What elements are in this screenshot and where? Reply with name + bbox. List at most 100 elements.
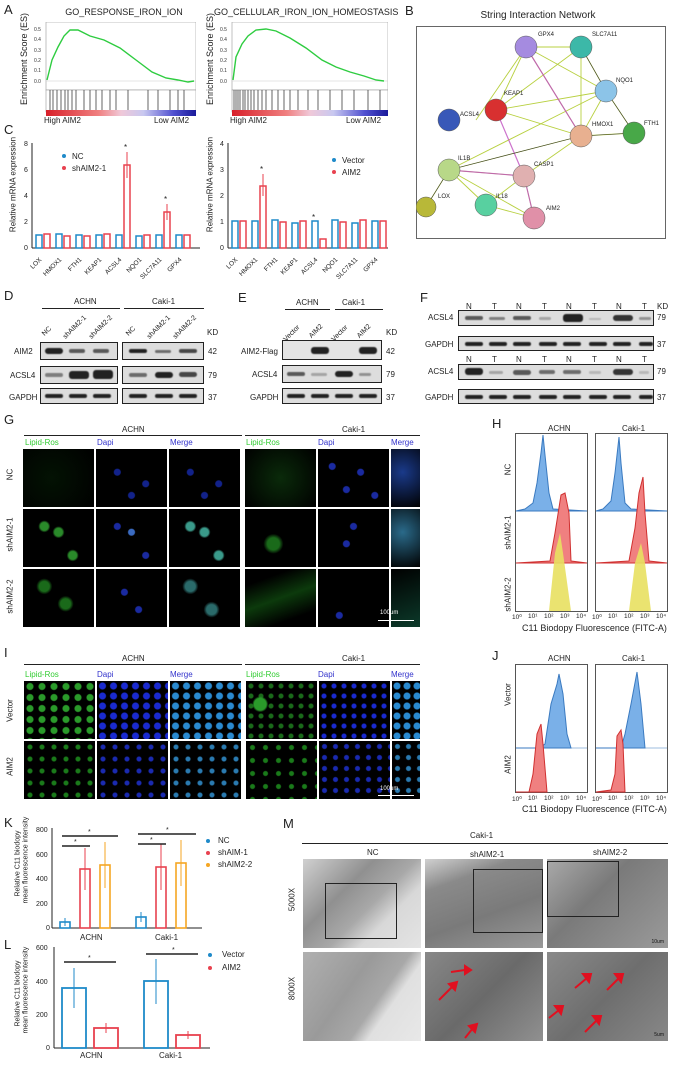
node-lox [416, 196, 437, 218]
e-group-caki1: Caki-1 [342, 298, 366, 307]
svg-text:KEAP1: KEAP1 [280, 256, 300, 276]
svg-text:0: 0 [24, 245, 28, 252]
d-group-caki1: Caki-1 [152, 297, 176, 306]
e-kd-37: 37 [386, 393, 395, 402]
svg-text:2: 2 [220, 193, 224, 200]
f-kd-79-1: 79 [657, 313, 666, 322]
svg-text:LOX: LOX [438, 194, 450, 200]
h-row-shaim2-1: shAIM2-1 [503, 515, 513, 550]
svg-text:400: 400 [36, 979, 48, 986]
g-group-achn: ACHN [122, 425, 145, 434]
string-network: GPX4 SLC7A11 NQO1 KEAP1 ACSL4 HMOX1 FTH1 IL1B CA… [416, 26, 666, 239]
e-kd-label: KD [386, 328, 398, 337]
e-blot-gapdh [282, 388, 382, 404]
j-group-achn: ACHN [548, 654, 571, 663]
m-row-8000x: 8000X [287, 976, 297, 1001]
node-casp1 [512, 164, 536, 188]
network-title: String Interaction Network [480, 10, 596, 21]
e-row-gapdh: GAPDH [250, 393, 279, 402]
g-ch-lipid-ros-1: Lipid-Ros [25, 438, 59, 447]
svg-text:200: 200 [36, 901, 48, 908]
panel-label-k: K [4, 815, 13, 830]
svg-text:0.4: 0.4 [34, 37, 41, 43]
f-kd-79-2: 79 [657, 367, 666, 376]
panel-label-c: C [4, 122, 14, 137]
c-left-ylabel: Relative mRNA expression [8, 136, 18, 233]
m-scale-1: 10um [651, 939, 664, 945]
g-row-shaim2-1: shAIM2-1 [5, 517, 15, 552]
f-blot-acsl4-2 [458, 364, 654, 380]
panel-label-e: E [238, 290, 247, 305]
g-ch-merge-2: Merge [391, 438, 414, 447]
svg-text:AIM2: AIM2 [546, 206, 561, 212]
k-legend: NC shAIM-1 shAIM2-2 [206, 836, 252, 869]
svg-text:CASP1: CASP1 [534, 162, 554, 168]
d-blot-acsl4-caki1 [122, 366, 204, 384]
svg-text:NQO1: NQO1 [616, 78, 634, 84]
e-row-aim2-flag: AIM2-Flag [241, 347, 278, 356]
svg-text:HMOX1: HMOX1 [592, 122, 614, 128]
gsea-left-label-1: High AIM2 [44, 116, 81, 125]
svg-text:0.4: 0.4 [220, 37, 227, 43]
gsea-left-label-2: High AIM2 [230, 116, 267, 125]
svg-text:8: 8 [24, 141, 28, 148]
svg-text:0.0: 0.0 [34, 79, 41, 85]
d-row-gapdh: GAPDH [9, 393, 38, 402]
svg-text:400: 400 [36, 876, 48, 883]
f-row-acsl4-1: ACSL4 [428, 313, 454, 322]
k-ylabel-2: mean fluorescence intensity [22, 816, 30, 904]
panel-label-h: H [492, 416, 502, 431]
j-row-aim2: AIM2 [503, 755, 513, 774]
f-kd-37-1: 37 [657, 340, 666, 349]
g-row-shaim2-2: shAIM2-2 [5, 579, 15, 614]
svg-text:*: * [260, 165, 263, 174]
svg-text:LOX: LOX [29, 256, 44, 271]
f-row-gapdh-1: GAPDH [425, 340, 454, 349]
svg-text:1: 1 [220, 219, 224, 226]
h-group-caki1: Caki-1 [622, 424, 646, 433]
svg-text:GPX4: GPX4 [362, 256, 379, 273]
m-scale-2: 5um [654, 1032, 664, 1038]
gsea-title-2: GO_CELLULAR_IRON_ION_HOMEOSTASIS [214, 7, 399, 17]
e-blot-aim2-flag [282, 340, 382, 360]
node-fth1 [622, 121, 646, 145]
h-xlabel: C11 Biodopy Fluorescence (FITC-A) [522, 623, 667, 633]
f-blot-acsl4-1 [458, 310, 654, 326]
l-chart: 600 400 200 0 * * [36, 945, 210, 1052]
svg-text:0.5: 0.5 [34, 27, 41, 33]
i-group-caki1: Caki-1 [342, 654, 366, 663]
svg-text:0: 0 [220, 245, 224, 252]
svg-text:4: 4 [220, 141, 224, 148]
j-xlabel: C11 Biodopy Fluorescence (FITC-A) [522, 804, 667, 814]
h-group-achn: ACHN [548, 424, 571, 433]
k-ylabel-1: Relative C11 biodopy [14, 830, 22, 897]
l-ylabel-1: Relative C11 biodopy [14, 960, 22, 1027]
panel-label-l: L [4, 937, 12, 952]
panel-label-f: F [420, 290, 428, 305]
gsea-ylabel-1: Enrichment Score (ES) [19, 12, 29, 106]
gsea-right-label-1: Low AIM2 [154, 116, 190, 125]
svg-text:FTH1: FTH1 [263, 256, 280, 273]
panel-label-b: B [405, 3, 414, 18]
l-xcat-achn: ACHN [80, 1051, 103, 1060]
m-col-shaim2-2: shAIM2-2 [593, 848, 628, 857]
e-kd-42: 42 [386, 347, 395, 356]
panel-label-m: M [283, 816, 294, 831]
svg-text:IL18: IL18 [496, 194, 508, 200]
svg-text:IL1B: IL1B [458, 156, 470, 162]
node-hmox1 [569, 124, 593, 148]
svg-text:600: 600 [36, 852, 48, 859]
svg-text:*: * [172, 947, 175, 954]
svg-text:NQO1: NQO1 [125, 256, 143, 274]
g-ch-dapi-1: Dapi [97, 438, 114, 447]
svg-text:*: * [88, 829, 91, 836]
svg-text:800: 800 [36, 827, 48, 834]
i-ch-dapi-1: Dapi [97, 670, 114, 679]
svg-text:FTH1: FTH1 [644, 121, 660, 127]
legend-vector: Vector [342, 156, 365, 165]
node-acsl4 [437, 108, 461, 132]
svg-text:GPX4: GPX4 [538, 32, 555, 38]
j-row-vector: Vector [503, 683, 513, 706]
i-ch-merge-2: Merge [391, 670, 414, 679]
